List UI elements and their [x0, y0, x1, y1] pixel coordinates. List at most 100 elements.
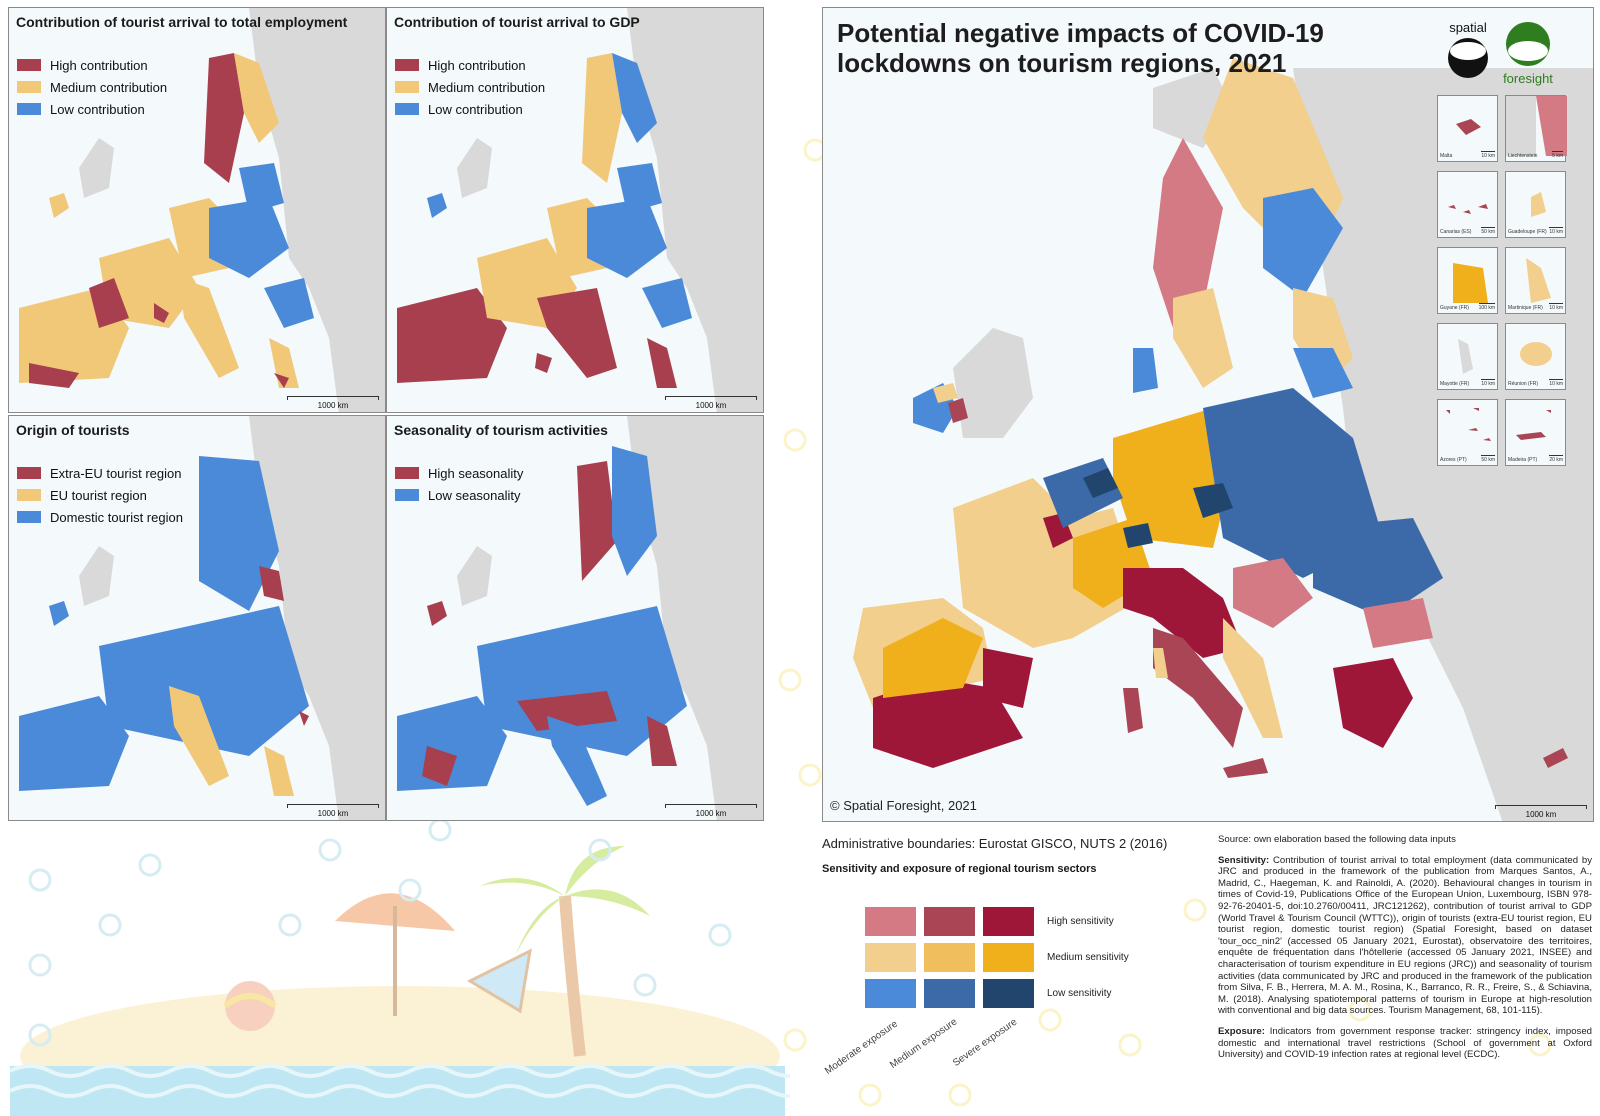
inset-scale: 10 km	[1481, 151, 1495, 159]
map-panel-employment: Contribution of tourist arrival to total…	[8, 7, 386, 413]
inset-scale: 10 km	[1481, 379, 1495, 387]
inset-shape	[1531, 192, 1546, 217]
spatial-logo-icon	[1448, 38, 1488, 78]
scale-bar: 1000 km	[665, 804, 757, 818]
inset-shape	[1453, 263, 1488, 303]
legend-label: Medium contribution	[428, 79, 546, 95]
inset-name: Guadeloupe (FR)	[1508, 229, 1547, 235]
inset-martinique: Martinique (FR) 10 km	[1505, 247, 1566, 314]
panel-title: Contribution of tourist arrival to GDP	[394, 14, 640, 30]
matrix-cell-low-medium	[924, 979, 975, 1008]
inset-guadeloupe: Guadeloupe (FR) 10 km	[1505, 171, 1566, 238]
main-map-panel: Potential negative impacts of COVID-19 l…	[822, 7, 1594, 822]
legend: High contribution Medium contribution Lo…	[395, 54, 545, 120]
exposure-text: Indicators from government response trac…	[1218, 1025, 1592, 1061]
inset-liechtenstein: Liechtenstein 5 km	[1505, 95, 1567, 162]
legend: High seasonality Low seasonality	[395, 462, 523, 506]
map-panel-gdp: Contribution of tourist arrival to GDP H…	[386, 7, 764, 413]
matrix-row-label: High sensitivity	[1047, 916, 1114, 927]
exposure-label: Exposure:	[1218, 1025, 1265, 1037]
legend-swatch	[17, 467, 41, 479]
legend-item: Low contribution	[17, 98, 167, 120]
map-panel-seasonality: Seasonality of tourism activities High s…	[386, 415, 764, 821]
legend-label: Domestic tourist region	[50, 509, 183, 525]
matrix-cell-medium-moderate	[865, 943, 916, 972]
legend-label: Low contribution	[428, 101, 523, 117]
inset-canarias: Canarias (ES) 50 km	[1437, 171, 1498, 238]
sources-intro: Source: own elaboration based the follow…	[1218, 834, 1456, 845]
scale-label: 1000 km	[695, 809, 727, 818]
admin-boundaries-note: Administrative boundaries: Eurostat GISC…	[822, 836, 1168, 851]
legend-label: High contribution	[50, 57, 148, 73]
legend-label: Low contribution	[50, 101, 145, 117]
scale-bar: 1000 km	[287, 804, 379, 818]
inset-shape	[1446, 408, 1491, 441]
legend-item: Extra-EU tourist region	[17, 462, 183, 484]
sources-exposure: Exposure: Indicators from government res…	[1218, 1026, 1592, 1061]
matrix-legend-title: Sensitivity and exposure of regional tou…	[822, 863, 1097, 875]
inset-shape	[1520, 342, 1552, 366]
foresight-logo: foresight	[1503, 20, 1553, 86]
europe-map-origin	[19, 416, 385, 820]
inset-scale: 50 km	[1481, 227, 1495, 235]
matrix-cell-medium-medium	[924, 943, 975, 972]
inset-name: Madeira (PT)	[1508, 457, 1538, 463]
legend-label: EU tourist region	[50, 487, 147, 503]
legend-swatch	[395, 489, 419, 501]
legend-label: Medium contribution	[50, 79, 168, 95]
inset-guyane: Guyane (FR) 100 km	[1437, 247, 1498, 314]
scale-label: 1000 km	[1525, 810, 1557, 819]
legend-item: High contribution	[17, 54, 167, 76]
legend-item: High seasonality	[395, 462, 523, 484]
legend-label: High contribution	[428, 57, 526, 73]
sources-sensitivity: Sensitivity: Contribution of tourist arr…	[1218, 855, 1592, 1017]
matrix-cell-medium-severe	[983, 943, 1034, 972]
panel-title: Contribution of tourist arrival to total…	[16, 14, 348, 30]
sensitivity-text: Contribution of tourist arrival to total…	[1218, 854, 1592, 1017]
legend-item: EU tourist region	[17, 484, 183, 506]
logo-text-spatial: spatial	[1449, 20, 1487, 35]
scale-bar: 1000 km	[1495, 805, 1587, 819]
legend-item: Domestic tourist region	[17, 506, 183, 528]
legend-item: Medium contribution	[395, 76, 545, 98]
legend-swatch	[17, 489, 41, 501]
main-title-line2: lockdowns on tourism regions, 2021	[837, 48, 1287, 78]
inset-name: Canarias (ES)	[1440, 229, 1472, 235]
scale-bar: 1000 km	[287, 396, 379, 410]
inset-scale: 20 km	[1549, 455, 1563, 463]
map-panel-origin: Origin of tourists Extra-EU tourist regi…	[8, 415, 386, 821]
inset-name: Azores (PT)	[1440, 457, 1467, 463]
scale-label: 1000 km	[695, 401, 727, 410]
legend-item: High contribution	[395, 54, 545, 76]
matrix-cell-high-moderate	[865, 907, 916, 936]
inset-scale: 100 km	[1478, 303, 1496, 311]
legend-swatch	[395, 467, 419, 479]
inset-scale: 10 km	[1549, 227, 1563, 235]
spatial-logo: spatial	[1445, 20, 1491, 84]
inset-name: Malta	[1440, 153, 1453, 159]
inset-malta: Malta 10 km	[1437, 95, 1498, 162]
inset-shape	[1506, 96, 1567, 156]
panel-title: Seasonality of tourism activities	[394, 422, 608, 438]
legend-swatch	[17, 511, 41, 523]
legend: Extra-EU tourist region EU tourist regio…	[17, 462, 183, 528]
sensitivity-label: Sensitivity:	[1218, 854, 1270, 866]
inset-reunion: Réunion (FR) 10 km	[1505, 323, 1566, 390]
inset-name: Martinique (FR)	[1508, 305, 1543, 311]
europe-map-gdp	[397, 8, 763, 412]
legend-label: High seasonality	[428, 465, 524, 481]
legend-swatch	[395, 59, 419, 71]
inset-shape	[1448, 204, 1488, 214]
beach-illustration	[9, 846, 790, 1116]
matrix-cell-high-medium	[924, 907, 975, 936]
inset-shape	[1526, 258, 1551, 303]
legend-swatch	[395, 103, 419, 115]
europe-map-seasonality	[397, 416, 763, 820]
legend: High contribution Medium contribution Lo…	[17, 54, 167, 120]
legend-label: Low seasonality	[428, 487, 521, 503]
scale-label: 1000 km	[317, 809, 349, 818]
matrix-row-label: Low sensitivity	[1047, 988, 1112, 999]
matrix-cell-low-moderate	[865, 979, 916, 1008]
inset-scale: 10 km	[1549, 303, 1563, 311]
